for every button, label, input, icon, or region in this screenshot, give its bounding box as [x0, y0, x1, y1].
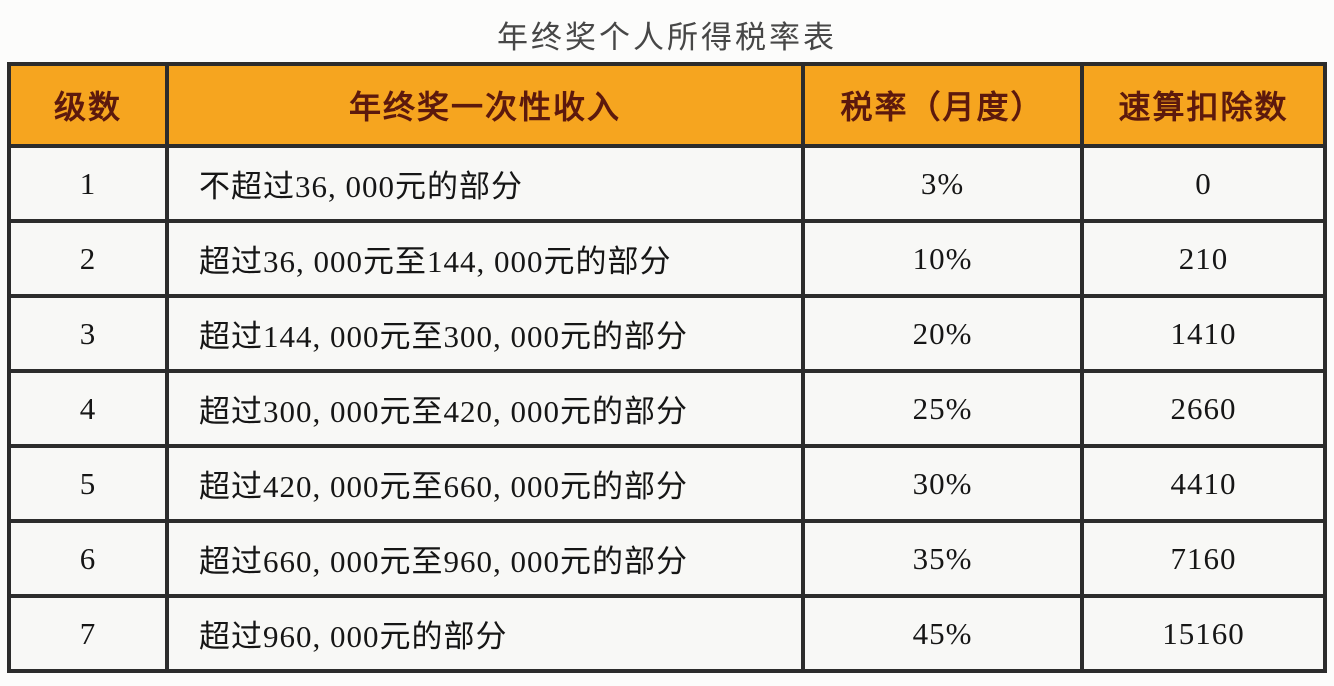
header-income: 年终奖一次性收入: [165, 62, 805, 148]
table-row: 2 超过36, 000元至144, 000元的部分 10% 210: [7, 219, 1327, 298]
cell-rate: 10%: [801, 219, 1084, 298]
cell-level: 7: [7, 594, 169, 673]
table-row: 6 超过660, 000元至960, 000元的部分 35% 7160: [7, 519, 1327, 598]
cell-level: 6: [7, 519, 169, 598]
cell-rate: 30%: [801, 444, 1084, 523]
cell-deduction: 15160: [1080, 594, 1327, 673]
cell-income: 超过960, 000元的部分: [165, 594, 805, 673]
cell-income: 超过420, 000元至660, 000元的部分: [165, 444, 805, 523]
cell-deduction: 4410: [1080, 444, 1327, 523]
table-header-row: 级数 年终奖一次性收入 税率（月度） 速算扣除数: [7, 62, 1327, 148]
cell-level: 3: [7, 294, 169, 373]
cell-income: 超过300, 000元至420, 000元的部分: [165, 369, 805, 448]
cell-income: 超过144, 000元至300, 000元的部分: [165, 294, 805, 373]
header-level: 级数: [7, 62, 169, 148]
cell-rate: 35%: [801, 519, 1084, 598]
cell-rate: 3%: [801, 144, 1084, 223]
table-row: 1 不超过36, 000元的部分 3% 0: [7, 144, 1327, 223]
tax-rate-table: 级数 年终奖一次性收入 税率（月度） 速算扣除数 1 不超过36, 000元的部分…: [7, 62, 1327, 673]
cell-deduction: 1410: [1080, 294, 1327, 373]
cell-level: 5: [7, 444, 169, 523]
table-row: 4 超过300, 000元至420, 000元的部分 25% 2660: [7, 369, 1327, 448]
cell-income: 超过660, 000元至960, 000元的部分: [165, 519, 805, 598]
cell-deduction: 2660: [1080, 369, 1327, 448]
table-row: 7 超过960, 000元的部分 45% 15160: [7, 594, 1327, 673]
cell-rate: 45%: [801, 594, 1084, 673]
cell-rate: 20%: [801, 294, 1084, 373]
cell-income: 不超过36, 000元的部分: [165, 144, 805, 223]
table-body: 1 不超过36, 000元的部分 3% 0 2 超过36, 000元至144, 000元的…: [7, 144, 1327, 673]
table-row: 5 超过420, 000元至660, 000元的部分 30% 4410: [7, 444, 1327, 523]
cell-level: 4: [7, 369, 169, 448]
cell-income: 超过36, 000元至144, 000元的部分: [165, 219, 805, 298]
cell-level: 2: [7, 219, 169, 298]
cell-deduction: 0: [1080, 144, 1327, 223]
header-deduction: 速算扣除数: [1080, 62, 1327, 148]
page-title: 年终奖个人所得税率表: [497, 20, 837, 56]
cell-deduction: 7160: [1080, 519, 1327, 598]
cell-level: 1: [7, 144, 169, 223]
table-row: 3 超过144, 000元至300, 000元的部分 20% 1410: [7, 294, 1327, 373]
cell-rate: 25%: [801, 369, 1084, 448]
header-rate: 税率（月度）: [801, 62, 1084, 148]
cell-deduction: 210: [1080, 219, 1327, 298]
